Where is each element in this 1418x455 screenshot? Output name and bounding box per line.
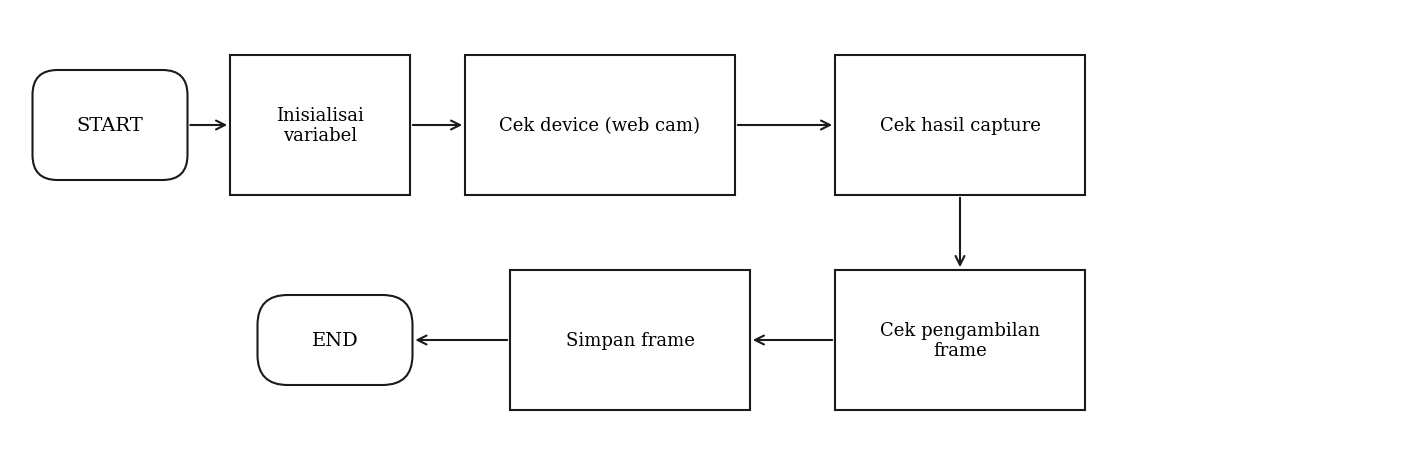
- FancyBboxPatch shape: [465, 56, 735, 196]
- Text: Cek hasil capture: Cek hasil capture: [879, 117, 1041, 135]
- FancyBboxPatch shape: [258, 295, 413, 385]
- Text: Simpan frame: Simpan frame: [566, 331, 695, 349]
- FancyBboxPatch shape: [835, 56, 1085, 196]
- Text: START: START: [77, 117, 143, 135]
- FancyBboxPatch shape: [510, 270, 750, 410]
- FancyBboxPatch shape: [230, 56, 410, 196]
- FancyBboxPatch shape: [835, 270, 1085, 410]
- Text: Inisialisai
variabel: Inisialisai variabel: [277, 106, 364, 145]
- Text: Cek pengambilan
frame: Cek pengambilan frame: [881, 321, 1039, 359]
- Text: END: END: [312, 331, 359, 349]
- FancyBboxPatch shape: [33, 71, 187, 181]
- Text: Cek device (web cam): Cek device (web cam): [499, 117, 700, 135]
